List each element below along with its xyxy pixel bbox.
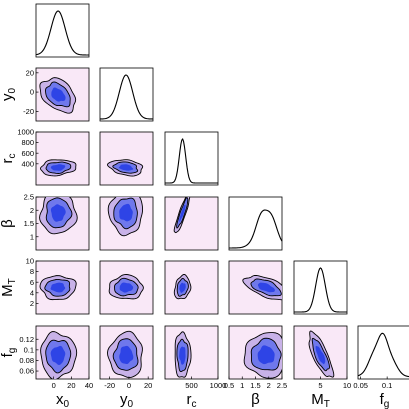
contour-core [179, 204, 186, 223]
marginal-curve-fg [357, 332, 409, 378]
x-tick-label-beta: 2.5 [277, 381, 287, 390]
contour-core [315, 345, 326, 365]
y-tick-label-y0: 0 [30, 88, 34, 97]
x-tick-label-fg: 0.05 [353, 381, 368, 390]
panel-beta-vs-rc [164, 196, 219, 251]
contour-core [51, 87, 66, 102]
y-tick-label-y0: 20 [26, 68, 34, 77]
marginal-curve-beta [229, 209, 283, 249]
contours-fg-vs-y0 [107, 330, 143, 379]
contours-MT-vs-y0 [108, 274, 144, 300]
panel-beta-hist [228, 196, 283, 251]
y-tick-label-beta: 1.5 [24, 219, 34, 228]
panel-rc-hist [164, 131, 219, 186]
contour-core [257, 282, 275, 293]
x-tick-label-rc: 500 [185, 381, 198, 390]
x-tick-label-y0: -20 [104, 381, 115, 390]
panel-fg-hist [357, 325, 409, 380]
y-tick-label-rc: 800 [21, 138, 34, 147]
contours-fg-vs-rc [174, 331, 192, 378]
x-tick-label-MT: 10 [343, 381, 351, 390]
marginal-curve-rc [165, 138, 218, 184]
x-axis-label-MT: MT [311, 391, 330, 409]
y-axis-label-beta: β [0, 219, 16, 228]
contours-rc-vs-y0 [106, 159, 144, 177]
panel-fg-vs-rc [164, 325, 219, 380]
y-tick-label-beta: 1 [30, 232, 34, 241]
y-tick-label-fg: 0.12 [19, 335, 34, 344]
contours-beta-vs-rc [173, 197, 191, 234]
contour-core [118, 164, 134, 171]
x-tick-label-beta: 2 [267, 381, 271, 390]
contour-core [119, 203, 133, 222]
panel-rc-vs-y0 [99, 131, 154, 186]
contour-core [119, 282, 134, 293]
y-axis-label-fg: fg [0, 348, 18, 358]
x-tick-label-x0: 0 [52, 381, 56, 390]
contours-MT-vs-x0 [39, 275, 77, 301]
marginal-curve-y0 [99, 74, 154, 120]
x-tick-label-x0: 40 [85, 381, 93, 390]
x-tick-label-beta: 1 [240, 381, 244, 390]
x-tick-label-x0: 20 [67, 381, 75, 390]
contour-core [50, 204, 66, 222]
contour-core [257, 345, 275, 365]
x-tick-label-fg: 0.1 [382, 381, 392, 390]
y-axis-label-rc: rc [0, 154, 18, 164]
contour-core [179, 282, 186, 293]
marginal-curve-MT [294, 267, 347, 313]
contours-beta-vs-x0 [39, 197, 78, 235]
panel-MT-hist [293, 260, 348, 315]
x-axis-label-y0: y0 [120, 391, 134, 409]
contours-MT-vs-rc [173, 274, 192, 300]
x-axis-label-rc: rc [187, 391, 197, 409]
y-tick-label-rc: 400 [21, 159, 34, 168]
y-tick-label-rc: 600 [21, 149, 34, 158]
y-axis-label-y0: y0 [0, 88, 18, 102]
contours-y0-vs-x0 [39, 77, 77, 114]
y-tick-label-fg: 0.06 [19, 367, 34, 376]
contours-rc-vs-x0 [40, 159, 77, 177]
y-tick-label-fg: 0.08 [19, 356, 34, 365]
contours-fg-vs-MT [308, 330, 335, 378]
y-tick-label-rc: 1000 [17, 128, 34, 137]
marginal-curve-x0 [35, 10, 90, 56]
panel-MT-vs-rc [164, 260, 219, 315]
x-axis-label-fg: fg [380, 391, 390, 409]
contours-beta-vs-y0 [107, 197, 144, 237]
x-tick-label-rc: 1000 [210, 381, 227, 390]
y-tick-label-beta: 2.5 [24, 193, 34, 202]
contour-core [50, 345, 66, 365]
contour-core [50, 282, 66, 293]
x-axis-label-beta: β [251, 391, 260, 408]
y-tick-label-y0: -20 [23, 107, 34, 116]
y-tick-label-MT: 6 [30, 278, 34, 287]
contours-MT-vs-beta [242, 275, 282, 301]
y-tick-label-MT: 8 [30, 267, 34, 276]
y-tick-label-fg: 0.1 [24, 345, 34, 354]
x-tick-label-beta: 1.5 [250, 381, 260, 390]
panel-y0-hist [99, 67, 154, 122]
y-tick-label-MT: 2 [30, 299, 34, 308]
x-tick-label-MT: 5 [318, 381, 322, 390]
contours-fg-vs-beta [243, 332, 282, 379]
contours-fg-vs-x0 [40, 331, 78, 379]
x-tick-label-y0: 20 [144, 381, 152, 390]
contour-core [119, 345, 134, 365]
y-tick-label-beta: 2 [30, 206, 34, 215]
panel-rc-vs-x0 [35, 131, 90, 186]
x-tick-label-y0: 0 [127, 381, 131, 390]
x-tick-label-beta: 0.5 [224, 381, 234, 390]
contour-core [50, 164, 66, 171]
contour-core [179, 346, 186, 365]
y-tick-label-MT: 10 [26, 257, 34, 266]
y-axis-label-MT: MT [0, 278, 18, 297]
x-axis-label-x0: x0 [56, 391, 70, 409]
y-tick-label-MT: 4 [30, 288, 34, 297]
